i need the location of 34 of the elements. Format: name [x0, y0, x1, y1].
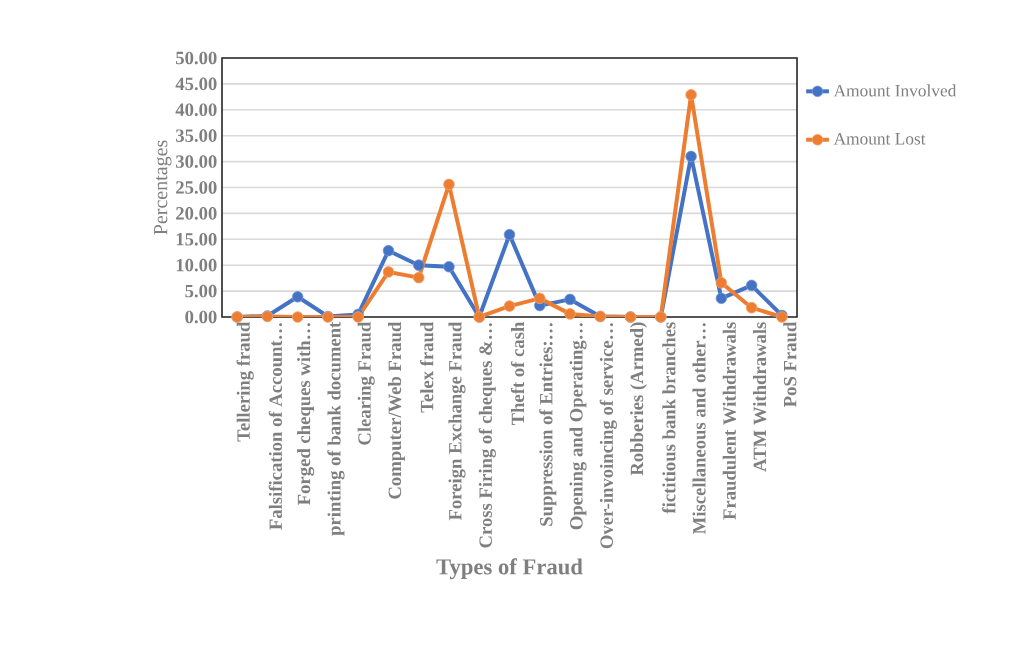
x-tick-label: Robberies (Armed) — [630, 322, 648, 476]
x-tick-label: Opening and Operating… — [569, 323, 587, 530]
x-tick-label: Clearing Fraud — [357, 321, 375, 445]
y-tick-label: 5.00 — [185, 284, 217, 298]
x-tick-label: Fraudulent Withdrawals — [722, 322, 736, 520]
legend-label: Amount Involved — [833, 84, 957, 97]
x-tick-label: ATM Withdrawals — [752, 322, 767, 472]
x-tick-label: Telex fraud — [420, 321, 434, 413]
x-tick-label: Theft of cash — [510, 321, 525, 426]
x-tick-label: Forged cheques with… — [297, 323, 315, 505]
x-tick-label: printing of bank document — [327, 321, 345, 536]
y-tick-label: 15.00 — [176, 232, 217, 246]
y-tick-label: 30.00 — [176, 155, 217, 168]
x-tick-label: Falsification of Account… — [268, 323, 283, 530]
y-tick-label: 50.00 — [176, 51, 217, 65]
legend-label: Amount Lost — [833, 133, 926, 145]
y-tick-label: 10.00 — [176, 258, 217, 272]
x-tick-label: Suppression of Entries:… — [539, 323, 557, 526]
y-tick-label: 45.00 — [175, 77, 217, 91]
y-tick-label: 40.00 — [175, 103, 217, 117]
x-axis-title: Types of Fraud — [436, 558, 583, 580]
y-axis-title: Percentages — [154, 140, 172, 235]
x-tick-label: Miscellaneous and other… — [692, 323, 706, 534]
y-tick-label: 0.00 — [185, 310, 217, 324]
x-tick-label: Over-invoincing of service… — [599, 323, 617, 549]
y-tick-label: 25.00 — [176, 181, 217, 194]
x-tick-label: fictitious bank branches — [662, 322, 676, 514]
x-tick-label: Tellering fraud — [236, 321, 254, 442]
y-tick-label: 20.00 — [176, 207, 217, 220]
x-tick-label: PoS Fraud — [783, 321, 797, 407]
x-tick-label: Computer/Web Fraud — [387, 321, 405, 499]
y-tick-label: 35.00 — [176, 129, 217, 143]
x-tick-label: Foreign Exchange Fraud — [448, 321, 466, 521]
x-tick-label: Cross Firing of cheques &… — [478, 323, 496, 548]
